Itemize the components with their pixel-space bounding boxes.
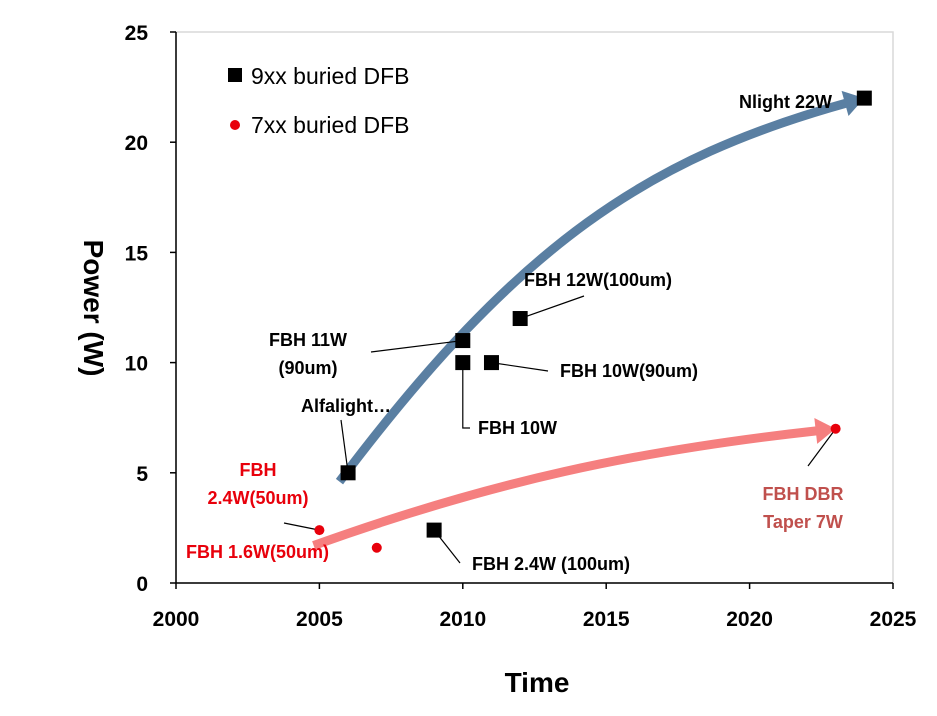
x-tick-label: 2000 bbox=[153, 608, 200, 631]
square-data-point bbox=[426, 522, 442, 538]
annotation-label: FBH 12W(100um) bbox=[524, 270, 672, 290]
legend-label: 7xx buried DFB bbox=[251, 112, 410, 138]
annotation-leader-line bbox=[462, 362, 470, 429]
x-tick-label: 2025 bbox=[870, 608, 917, 631]
annotation-leader-line bbox=[491, 362, 549, 372]
y-tick-label: 10 bbox=[125, 353, 148, 376]
legend-square-marker bbox=[228, 68, 242, 82]
square-data-point bbox=[856, 90, 872, 106]
annotation-leader-line bbox=[519, 295, 585, 320]
y-tick-label: 5 bbox=[136, 463, 148, 486]
trend-arrow-head bbox=[814, 417, 836, 444]
annotation-label: FBH 1.6W(50um) bbox=[186, 542, 329, 562]
annotation-line: FBH DBR bbox=[763, 484, 844, 504]
annotation-leader-line bbox=[370, 339, 463, 353]
annotation-leader-line bbox=[807, 428, 837, 467]
y-tick-label: 20 bbox=[125, 132, 148, 155]
trend-arrows bbox=[312, 90, 865, 550]
trend-arrow-shaft bbox=[335, 98, 851, 485]
annotation-leader-line bbox=[283, 522, 320, 531]
legend-label: 9xx buried DFB bbox=[251, 63, 410, 89]
annotation-line: Taper 7W bbox=[763, 512, 843, 532]
annotation-line: FBH 11W bbox=[269, 330, 347, 350]
x-tick-label: 2005 bbox=[296, 608, 343, 631]
annotation-line: 2.4W(50um) bbox=[207, 488, 308, 508]
annotation-line: FBH 2.4W (100um) bbox=[472, 554, 630, 574]
y-axis-ticks: 0 5 10 15 20 25 bbox=[125, 22, 176, 596]
square-data-point bbox=[455, 333, 471, 349]
y-tick-label: 15 bbox=[125, 242, 149, 265]
annotation-label: FBH 2.4W(50um) bbox=[207, 460, 308, 508]
square-data-point bbox=[483, 355, 499, 371]
y-tick-label: 0 bbox=[136, 573, 148, 596]
annotation-label: FBH 11W (90um) bbox=[269, 330, 347, 378]
annotation-line: FBH 10W(90um) bbox=[560, 361, 698, 381]
annotation-label: FBH 2.4W (100um) bbox=[472, 554, 630, 574]
legend: 9xx buried DFB 7xx buried DFB bbox=[228, 63, 410, 138]
x-tick-label: 2020 bbox=[726, 608, 773, 631]
annotation-label: Nlight 22W bbox=[739, 92, 832, 112]
square-data-point bbox=[455, 355, 471, 371]
trend-arrow-shaft bbox=[312, 425, 821, 550]
circle-data-point bbox=[830, 423, 841, 434]
x-tick-label: 2010 bbox=[439, 608, 486, 631]
x-axis-ticks: 2000 2005 2010 2015 2020 2025 bbox=[153, 583, 917, 631]
annotation-label: Alfalight… bbox=[301, 396, 391, 416]
x-tick-label: 2015 bbox=[583, 608, 630, 631]
square-data-point bbox=[340, 465, 356, 481]
annotation-label: FBH DBR Taper 7W bbox=[763, 484, 844, 532]
annotation-line: FBH 10W bbox=[478, 418, 557, 438]
x-axis-title: Time bbox=[505, 667, 570, 698]
annotation-line: Alfalight… bbox=[301, 396, 391, 416]
legend-circle-marker bbox=[230, 120, 240, 130]
square-data-point bbox=[512, 311, 528, 327]
circle-data-point bbox=[314, 525, 325, 536]
data-points bbox=[314, 90, 872, 553]
annotation-line: FBH bbox=[240, 460, 277, 480]
annotation-label: FBH 10W bbox=[478, 418, 557, 438]
y-tick-label: 25 bbox=[125, 22, 149, 45]
circle-data-point bbox=[371, 542, 382, 553]
annotation-line: FBH 12W(100um) bbox=[524, 270, 672, 290]
annotation-leader-line bbox=[340, 419, 349, 473]
annotation-label: FBH 10W(90um) bbox=[560, 361, 698, 381]
annotation-line: (90um) bbox=[278, 358, 337, 378]
annotation-line: Nlight 22W bbox=[739, 92, 832, 112]
y-axis-title: Power (W) bbox=[78, 240, 109, 377]
annotation-line: FBH 1.6W(50um) bbox=[186, 542, 329, 562]
